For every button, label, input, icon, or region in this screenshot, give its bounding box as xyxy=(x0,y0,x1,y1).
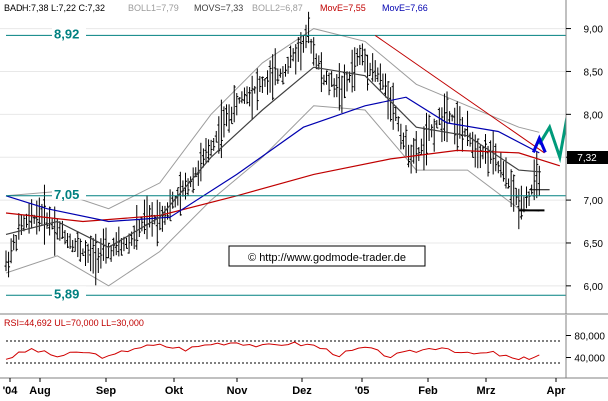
time-tick-label: '05 xyxy=(355,385,370,397)
rsi-panel: RSI=44,692 UL=70,000 LL=30,000 80,000 40,… xyxy=(4,315,608,378)
price-tick-label: 9,00 xyxy=(584,25,604,36)
moving-average-line xyxy=(5,66,540,248)
price-tick-label: 6,00 xyxy=(584,282,604,293)
bollinger-line xyxy=(5,28,540,210)
level-label: 8,92 xyxy=(54,26,79,41)
bollinger-line xyxy=(5,105,540,287)
boll1-label: BOLL1=7,79 xyxy=(128,3,179,13)
time-tick-label: '04 xyxy=(3,385,19,397)
time-tick-label: Nov xyxy=(227,385,249,397)
time-tick-label: Mrz xyxy=(477,385,496,397)
level-label-bg xyxy=(52,186,86,200)
header-info: BAD H:7,38 L:7,22 C:7,32 BOLL1=7,79 MOVS… xyxy=(4,3,428,13)
level-label: 5,89 xyxy=(54,286,79,301)
time-axis: '04 Aug Sep Okt Nov Dez '05 Feb Mrz Apr xyxy=(3,378,567,397)
time-tick-label: Aug xyxy=(29,385,50,397)
move-red-label: MovE=7,55 xyxy=(320,3,366,13)
price-tick-label: 8,50 xyxy=(584,67,604,78)
rsi-line xyxy=(5,341,540,361)
time-tick-label: Apr xyxy=(547,385,567,397)
rsi-tick-label: 80,000 xyxy=(574,332,605,343)
ohlc-label: H:7,38 L:7,22 C:7,32 xyxy=(22,3,105,13)
time-tick-label: Feb xyxy=(418,385,438,397)
breakout-arrow xyxy=(531,134,547,153)
last-price-label: 7,32 xyxy=(577,153,597,164)
moving-averages xyxy=(5,66,560,248)
level-label-bg xyxy=(52,286,86,300)
time-tick-label: Dez xyxy=(292,385,312,397)
level-label-bg xyxy=(52,26,86,40)
movs-label: MOVS=7,33 xyxy=(194,3,243,13)
watermark-box xyxy=(228,245,426,267)
price-tick-label: 7,00 xyxy=(584,196,604,207)
time-tick-label: Sep xyxy=(96,385,116,397)
price-tick-label: 8,00 xyxy=(584,110,604,121)
level-label: 7,05 xyxy=(54,187,79,202)
price-tick-label: 6,50 xyxy=(584,239,604,250)
watermark-text: © http://www.godmode-trader.de xyxy=(248,252,406,264)
bollinger-bands xyxy=(5,28,540,287)
rsi-plot xyxy=(5,340,562,364)
rsi-tick-label: 40,000 xyxy=(574,354,605,365)
last-price-box xyxy=(567,151,608,164)
support-resistance-lines: 8,92 7,05 5,89 xyxy=(6,26,606,301)
rsi-axis-ticks: 80,000 40,000 xyxy=(566,332,605,365)
rsi-title: RSI=44,692 UL=70,000 LL=30,000 xyxy=(4,318,144,328)
price-panel: 8,927,055,89 9,008,508,007,507,006,506,0… xyxy=(0,0,608,314)
move-blue-label: MovE=7,66 xyxy=(382,3,428,13)
boll2-label: BOLL2=6,87 xyxy=(252,3,303,13)
time-tick-label: Okt xyxy=(165,385,184,397)
symbol-label: BAD xyxy=(4,3,23,13)
trendline xyxy=(374,35,545,154)
moving-average-line xyxy=(5,96,540,223)
moving-average-line xyxy=(5,149,560,223)
